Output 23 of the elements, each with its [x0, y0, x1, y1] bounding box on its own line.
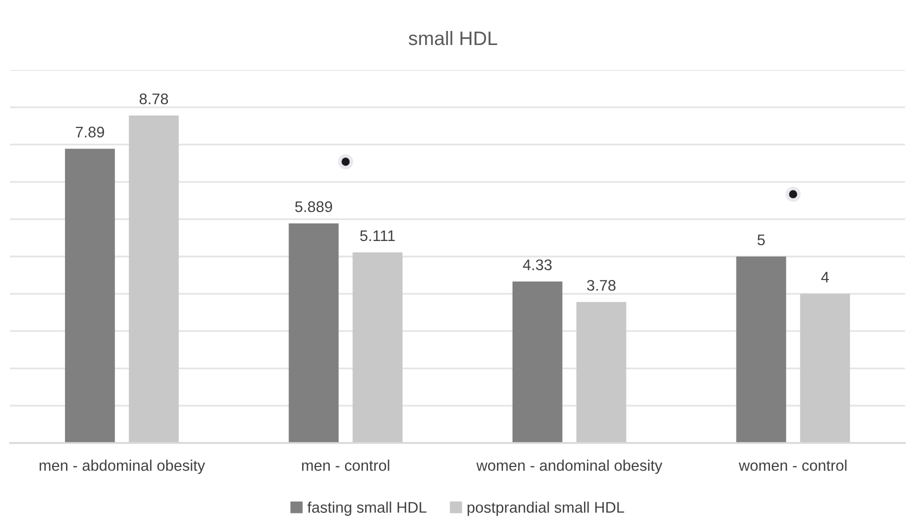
bar — [288, 223, 339, 443]
data-label: 7.89 — [76, 126, 104, 138]
data-label: 4 — [821, 272, 829, 282]
x-tick-label: women - control — [738, 460, 846, 471]
legend-label: fasting small HDL — [307, 502, 426, 516]
data-label: 8.78 — [140, 93, 168, 104]
bar — [128, 116, 179, 443]
chart-title: small HDL — [408, 30, 498, 46]
data-label: 5.111 — [360, 230, 395, 242]
x-tick-label: women - andominal obesity — [476, 460, 662, 474]
data-label: 5.889 — [295, 201, 332, 212]
bar — [736, 256, 786, 443]
x-tick-label: men - abdominal obesity — [40, 460, 206, 474]
legend-label: postprandial small HDL — [468, 502, 624, 516]
bar — [512, 281, 562, 443]
bar — [64, 148, 115, 443]
bar — [576, 302, 626, 443]
bar — [800, 294, 850, 443]
data-label: 4.33 — [522, 259, 552, 270]
x-tick-label: men - control — [302, 460, 390, 471]
bar — [352, 252, 403, 443]
data-label: 3.78 — [587, 280, 616, 291]
data-label: 5 — [758, 234, 765, 246]
